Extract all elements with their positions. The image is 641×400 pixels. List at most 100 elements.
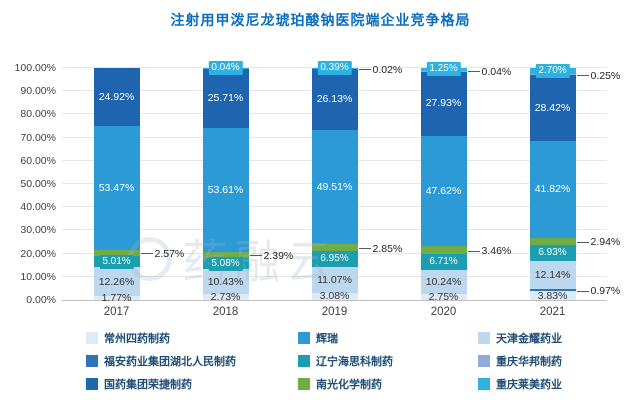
- callout: 0.25%: [576, 69, 621, 82]
- data-label: 11.07%: [317, 273, 352, 286]
- y-axis-tick-label: 80.00%: [20, 108, 56, 121]
- callout-leader-line: [467, 71, 480, 73]
- data-label-boxed: 1.25%: [426, 62, 461, 77]
- bar-segment: [529, 237, 576, 245]
- data-label-boxed: 6.93%: [535, 245, 570, 260]
- bar-segment: 1.77%: [93, 293, 140, 303]
- bar-2019: 3.08% 11.07% 6.95% 49.51% 26.13% 0.39%: [311, 61, 358, 301]
- legend: 常州四药制药 辉瑞 天津金耀药业福安药业集团湖北人民制药 辽宁海思科制药 重庆华邦制药国…: [86, 330, 562, 392]
- data-label: 10.43%: [207, 275, 244, 288]
- bar-segment: 49.51%: [311, 129, 358, 245]
- bar-segment: [202, 252, 249, 258]
- bar-segment: [529, 288, 576, 292]
- data-label-boxed: 0.04%: [208, 61, 243, 76]
- data-label: 1.77%: [101, 291, 132, 304]
- bar-segment: 47.62%: [420, 135, 467, 247]
- bar-segment: 53.61%: [202, 127, 249, 253]
- legend-swatch-icon: [86, 355, 98, 367]
- data-label: 12.26%: [98, 275, 135, 288]
- data-label: 53.47%: [98, 181, 135, 194]
- legend-label: 重庆华邦制药: [496, 356, 562, 368]
- callout: 2.57%: [140, 247, 185, 260]
- legend-item: 重庆华邦制药: [478, 353, 562, 369]
- y-axis: 0.00% 10.00% 20.00% 30.00% 40.00% 50.00% 60.00…: [0, 62, 56, 306]
- callout: 2.94%: [576, 236, 621, 249]
- data-label-boxed: 6.95%: [317, 252, 352, 267]
- legend-label: 国药集团荣捷制药: [104, 379, 192, 391]
- data-label-callout: 2.94%: [590, 236, 621, 249]
- legend-label: 福安药业集团湖北人民制药: [104, 356, 236, 368]
- legend-label: 辉瑞: [316, 333, 338, 345]
- data-label-callout: 3.46%: [481, 245, 512, 258]
- data-label: 49.51%: [316, 180, 353, 193]
- data-label: 26.13%: [316, 93, 353, 106]
- legend-item: 南光化学制药: [298, 376, 478, 392]
- legend-swatch-icon: [478, 378, 490, 390]
- legend-swatch-icon: [86, 332, 98, 344]
- bar-segment: 25.71%: [202, 68, 249, 128]
- bar-segment: 3.83%: [529, 290, 576, 300]
- data-label-boxed: 2.70%: [535, 64, 570, 79]
- y-axis-tick-label: 60.00%: [20, 154, 56, 167]
- bar-segment: 24.92%: [93, 68, 140, 126]
- legend-swatch-icon: [478, 332, 490, 344]
- callout: 2.85%: [358, 243, 402, 255]
- x-axis-label: 2019: [321, 306, 348, 318]
- bar-segment: 12.14%: [529, 260, 576, 289]
- legend-item: 天津金耀药业: [478, 330, 562, 346]
- legend-label: 重庆莱美药业: [496, 379, 562, 391]
- data-label: 12.14%: [534, 268, 571, 281]
- legend-item: 辉瑞: [298, 330, 478, 346]
- plot-area: 药融云 1.77% 12.26% 5.01% 53.47% 24.92% 2.57% 201…: [62, 61, 620, 318]
- data-label: 3.08%: [319, 290, 350, 303]
- data-label-callout: 0.97%: [590, 285, 621, 297]
- callout: 2.39%: [249, 249, 294, 262]
- callout-leader-line: [467, 250, 480, 252]
- data-label-boxed: 5.08%: [208, 256, 243, 271]
- data-label-boxed: 0.39%: [317, 61, 352, 76]
- y-axis-tick-label: 90.00%: [20, 85, 56, 98]
- legend-item: 常州四药制药: [86, 330, 298, 346]
- bar-segment: 27.93%: [420, 71, 467, 136]
- y-axis-tick-label: 100.00%: [14, 62, 56, 74]
- bar-segment: [311, 244, 358, 252]
- legend-item: 辽宁海思科制药: [298, 353, 478, 369]
- data-label-callout: 0.25%: [590, 69, 621, 82]
- data-label: 2.73%: [210, 290, 241, 303]
- data-label: 3.83%: [537, 289, 568, 302]
- bar-2018: 2.73% 10.43% 5.08% 53.61% 25.71% 0.04%: [202, 61, 249, 302]
- callout-leader-line: [358, 248, 371, 250]
- bar-segment: 26.13%: [311, 68, 358, 130]
- data-label-boxed: 5.01%: [99, 254, 134, 269]
- bar-segment: 2.73%: [202, 292, 249, 302]
- legend-label: 常州四药制药: [104, 333, 170, 345]
- callout-leader-line: [576, 75, 589, 77]
- callout-leader-line: [249, 255, 262, 257]
- bar-segment: 3.08%: [311, 291, 358, 301]
- x-axis-label: 2020: [430, 306, 457, 318]
- callout: 0.97%: [576, 285, 621, 297]
- data-label-callout: 2.39%: [263, 249, 294, 262]
- x-axis-label: 2017: [103, 306, 130, 318]
- bar-segment: 41.82%: [529, 140, 576, 238]
- legend-item: 福安药业集团湖北人民制药: [86, 353, 298, 369]
- legend-swatch-icon: [478, 355, 490, 367]
- bar-segment: 12.26%: [93, 267, 140, 296]
- y-axis-tick-label: 0.00%: [26, 294, 56, 306]
- data-label: 2.75%: [428, 290, 459, 303]
- legend-label: 天津金耀药业: [496, 333, 562, 345]
- bar-segment: 11.07%: [311, 267, 358, 293]
- legend-label: 南光化学制药: [316, 379, 382, 391]
- legend-swatch-icon: [298, 332, 310, 344]
- y-axis-tick-label: 40.00%: [20, 201, 56, 214]
- y-axis-tick-label: 70.00%: [20, 131, 56, 144]
- data-label-callout: 0.02%: [372, 63, 403, 76]
- bar-segment: 10.24%: [420, 269, 467, 294]
- data-label-callout: 2.57%: [154, 247, 185, 260]
- data-label: 25.71%: [207, 91, 244, 104]
- data-label-boxed: 6.71%: [426, 255, 461, 270]
- x-axis-label: 2021: [539, 306, 566, 318]
- legend-label: 辽宁海思科制药: [316, 356, 393, 368]
- bar-segment: [93, 249, 140, 256]
